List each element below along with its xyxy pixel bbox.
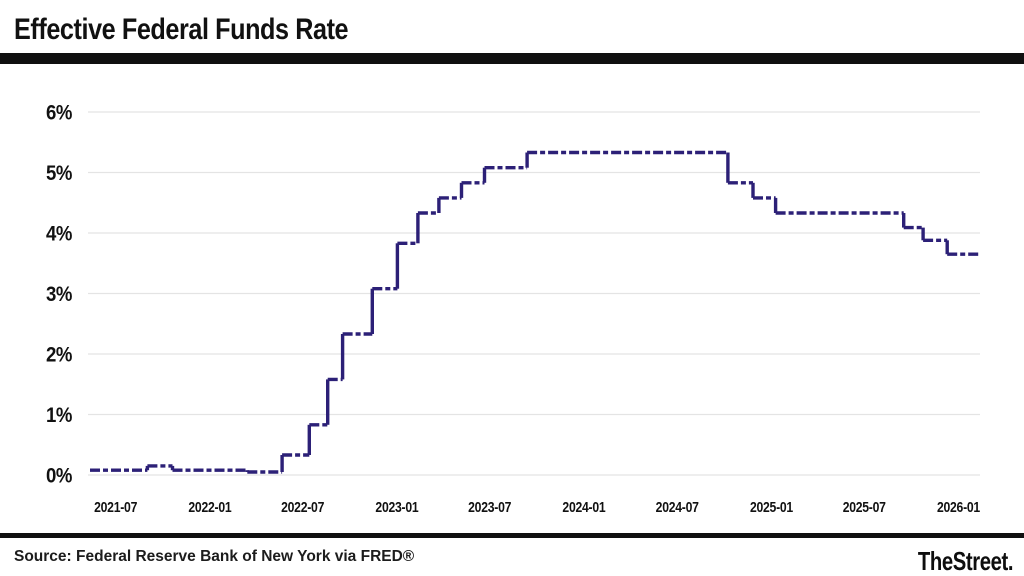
x-tick-label: 2021-07 — [94, 500, 137, 516]
page-title: Effective Federal Funds Rate — [14, 13, 349, 46]
effr-step-chart: 0% 1% 2% 3% 4% 5% 6% 2021-07 2022-01 2022-07 2023-… — [46, 101, 980, 517]
x-tick-label: 2024-01 — [562, 500, 605, 516]
x-tick-label: 2026-01 — [937, 500, 980, 516]
top-divider-bar — [0, 53, 1024, 64]
y-tick-label: 2% — [46, 343, 72, 367]
x-tick-label: 2022-01 — [188, 500, 231, 516]
effr-line — [90, 150, 980, 474]
y-tick-label: 5% — [46, 161, 72, 185]
y-tick-label: 6% — [46, 101, 72, 125]
y-tick-label: 0% — [46, 464, 72, 488]
x-tick-label: 2022-07 — [281, 500, 324, 516]
y-axis-labels: 0% 1% 2% 3% 4% 5% 6% — [46, 101, 73, 488]
x-tick-label: 2025-01 — [750, 500, 793, 516]
x-tick-label: 2023-01 — [375, 500, 418, 516]
x-tick-label: 2024-07 — [656, 500, 699, 516]
bottom-divider-bar — [0, 533, 1024, 538]
source-credit: Source: Federal Reserve Bank of New York… — [14, 548, 415, 565]
y-tick-label: 3% — [46, 282, 72, 306]
gridlines — [88, 111, 980, 476]
chart-area: 0% 1% 2% 3% 4% 5% 6% 2021-07 2022-01 2022-07 2023-… — [0, 70, 1024, 530]
y-tick-label: 1% — [46, 403, 72, 427]
thestreet-logo: TheStreet. — [917, 546, 1014, 576]
x-axis-labels: 2021-07 2022-01 2022-07 2023-01 2023-07 2024-… — [94, 500, 980, 516]
y-tick-label: 4% — [46, 222, 72, 246]
x-tick-label: 2023-07 — [468, 500, 511, 516]
x-tick-label: 2025-07 — [843, 500, 886, 516]
